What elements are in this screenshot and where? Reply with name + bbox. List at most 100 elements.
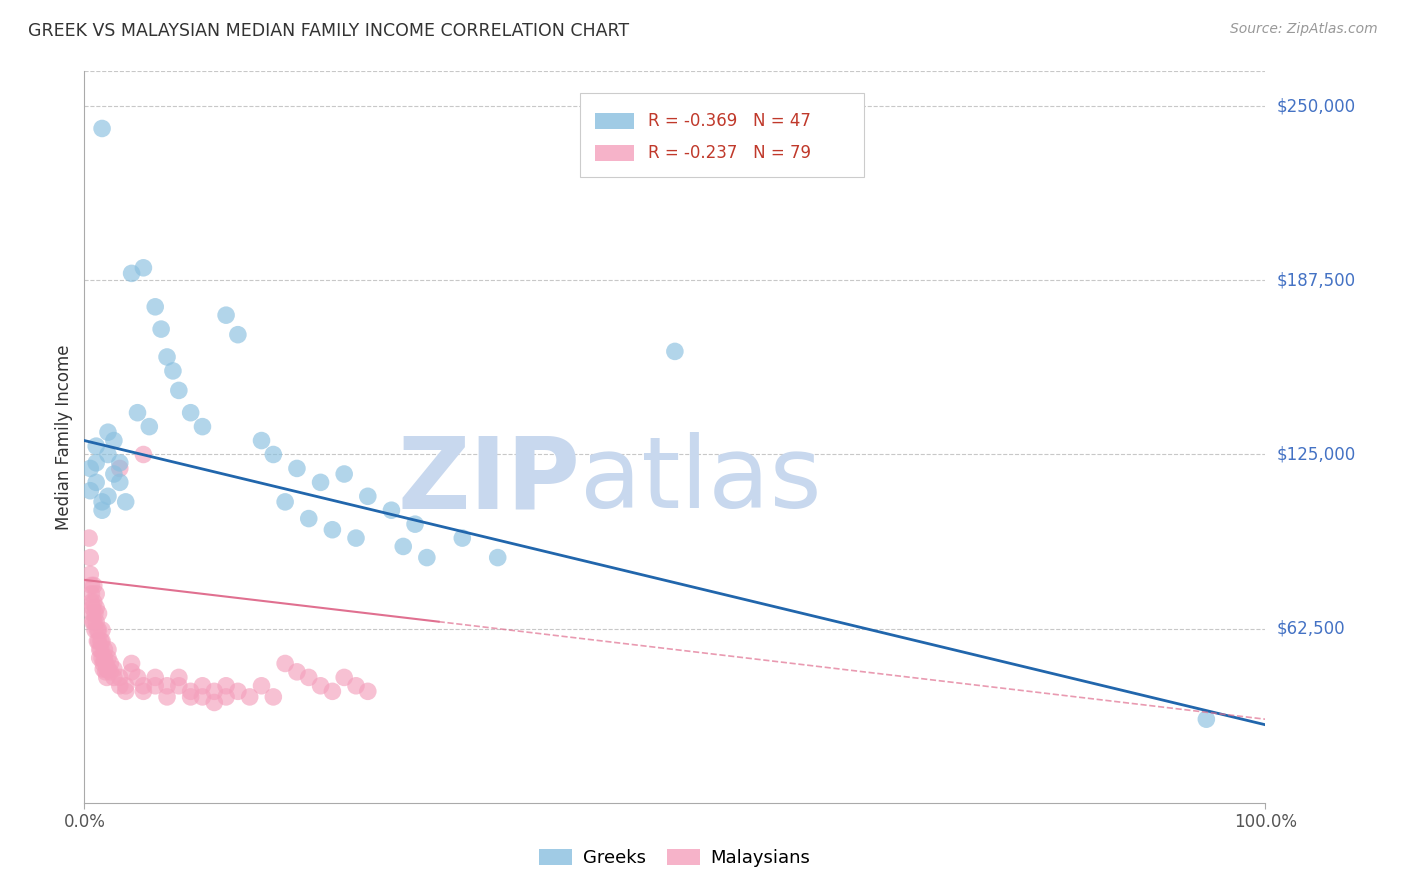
Point (91, 503, 114, 517)
Point (87, 634, 110, 648)
Point (91, 651, 114, 665)
Point (84, 439, 107, 453)
Point (83, 578, 105, 592)
Point (321, 684, 343, 698)
Text: GREEK VS MALAYSIAN MEDIAN FAMILY INCOME CORRELATION CHART: GREEK VS MALAYSIAN MEDIAN FAMILY INCOME … (28, 22, 630, 40)
Point (1195, 712, 1218, 726)
Point (202, 684, 225, 698)
Point (333, 670, 356, 684)
Point (91, 121, 114, 136)
Point (121, 665, 143, 679)
FancyBboxPatch shape (581, 94, 863, 178)
Point (132, 448, 155, 462)
FancyBboxPatch shape (595, 145, 634, 161)
Point (298, 511, 321, 525)
Point (103, 434, 125, 448)
Point (114, 684, 136, 698)
Point (226, 684, 249, 698)
Point (98, 665, 121, 679)
Point (77, 531, 100, 545)
Point (285, 461, 308, 475)
Point (90, 642, 112, 657)
Point (93, 642, 115, 657)
Point (357, 489, 380, 503)
Point (226, 327, 249, 342)
Point (127, 670, 149, 684)
Text: ZIP: ZIP (398, 433, 581, 530)
Point (143, 679, 166, 693)
Point (416, 550, 439, 565)
Point (162, 364, 184, 378)
Point (103, 670, 125, 684)
Point (79, 483, 101, 498)
Point (380, 503, 402, 517)
Point (87, 623, 110, 637)
Point (91, 657, 114, 671)
Point (167, 679, 190, 693)
Point (121, 657, 143, 671)
Point (404, 517, 426, 532)
Text: $125,000: $125,000 (1277, 445, 1355, 464)
Point (392, 540, 415, 554)
Point (262, 448, 284, 462)
Text: $187,500: $187,500 (1277, 271, 1355, 289)
Point (82, 607, 104, 621)
Point (80, 595, 103, 609)
Point (180, 684, 202, 698)
Text: $250,000: $250,000 (1277, 97, 1355, 115)
Point (84, 475, 107, 490)
Point (486, 550, 509, 565)
Point (132, 684, 155, 698)
Point (83, 595, 105, 609)
Point (143, 670, 166, 684)
Point (108, 670, 131, 684)
Point (82, 600, 104, 615)
Point (87, 607, 110, 621)
Point (108, 461, 131, 475)
Text: $62,500: $62,500 (1277, 620, 1346, 638)
Point (108, 679, 131, 693)
Point (97, 662, 120, 676)
Point (84, 615, 107, 629)
Point (274, 495, 297, 509)
Point (309, 475, 332, 490)
Point (89, 642, 111, 657)
Point (215, 690, 238, 704)
Point (82, 615, 104, 629)
Point (191, 419, 214, 434)
Point (150, 322, 173, 336)
Point (191, 679, 214, 693)
Point (285, 665, 308, 679)
Point (156, 690, 179, 704)
Point (202, 696, 225, 710)
Point (84, 600, 107, 615)
Point (167, 670, 190, 684)
Point (94, 665, 117, 679)
Point (91, 495, 114, 509)
Point (90, 634, 112, 648)
Point (103, 467, 125, 481)
Point (250, 679, 273, 693)
Point (309, 679, 332, 693)
Text: R = -0.369   N = 47: R = -0.369 N = 47 (648, 112, 811, 130)
Point (83, 615, 105, 629)
Point (664, 344, 686, 359)
Point (215, 308, 238, 322)
Point (143, 300, 166, 314)
Point (91, 662, 114, 676)
Point (97, 651, 120, 665)
Text: Source: ZipAtlas.com: Source: ZipAtlas.com (1230, 22, 1378, 37)
Y-axis label: Median Family Income: Median Family Income (55, 344, 73, 530)
Point (91, 623, 114, 637)
Point (84, 607, 107, 621)
Point (96, 670, 118, 684)
Point (180, 690, 202, 704)
Point (250, 434, 273, 448)
Point (344, 679, 367, 693)
FancyBboxPatch shape (595, 113, 634, 129)
Point (93, 651, 115, 665)
Point (97, 642, 120, 657)
Point (86, 634, 108, 648)
Point (80, 587, 103, 601)
Point (132, 260, 155, 275)
